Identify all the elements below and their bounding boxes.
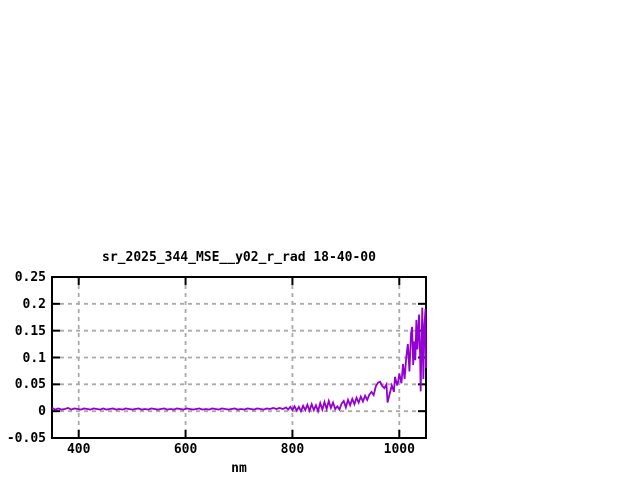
y-tick-label: 0.05 xyxy=(14,377,46,393)
data-line-sr_2025_344_MSE__y02_r_rad xyxy=(51,307,427,415)
y-tick-label: 0.25 xyxy=(14,270,46,285)
chart-title: sr_2025_344_MSE__y02_r_rad 18-40-00 xyxy=(102,250,376,265)
y-tick-label: 0.15 xyxy=(14,323,46,339)
x-tick-label: 400 xyxy=(66,442,91,457)
x-tick-label: 1000 xyxy=(383,442,415,457)
x-axis-label: nm xyxy=(231,461,247,476)
y-tick-label: 0.1 xyxy=(22,350,46,366)
x-tick-label: 600 xyxy=(173,442,198,457)
plot-area xyxy=(51,276,427,439)
y-tick-label: -0.05 xyxy=(6,431,46,446)
y-tick-label: 0.2 xyxy=(22,296,46,312)
y-tick-label: 0 xyxy=(38,404,46,420)
x-tick-label: 800 xyxy=(280,442,305,457)
